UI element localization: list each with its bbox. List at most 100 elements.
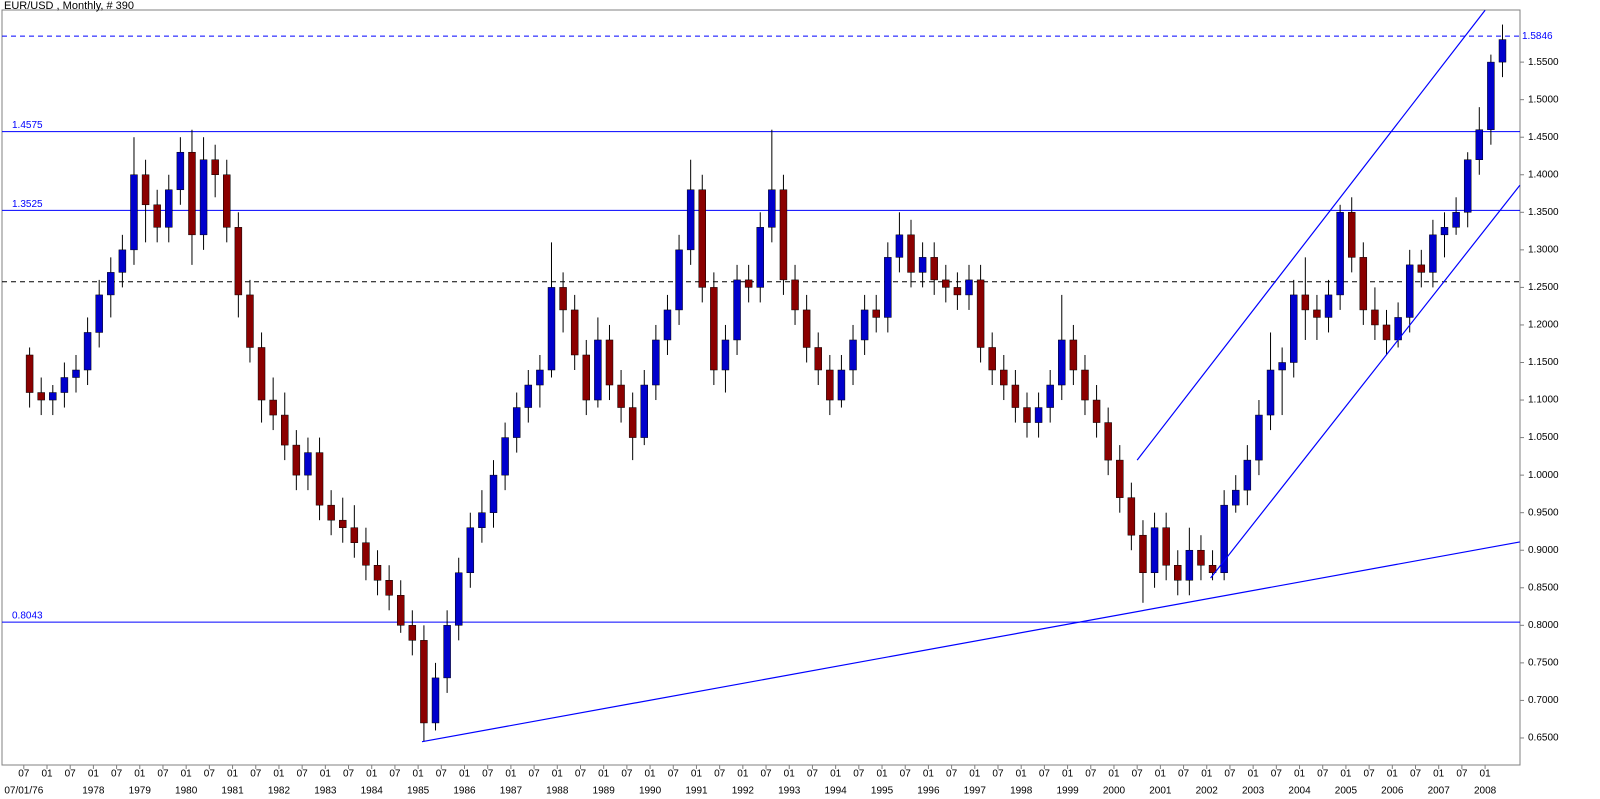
x-year-label: 1996 (917, 786, 940, 797)
candle-body (420, 640, 428, 724)
candle-body (1371, 309, 1379, 326)
x-year-label: 1989 (593, 786, 616, 797)
x-tick-label: 01 (737, 769, 749, 780)
x-tick-label: 01 (1155, 769, 1167, 780)
y-tick-label: 1.2000 (1528, 320, 1559, 331)
candle-body (281, 414, 289, 446)
y-tick-label: 1.1000 (1528, 395, 1559, 406)
x-tick-label: 01 (598, 769, 610, 780)
x-tick-label: 07 (529, 769, 541, 780)
candle-body (165, 189, 173, 228)
x-year-label: 2007 (1428, 786, 1451, 797)
x-tick-label: 01 (88, 769, 100, 780)
x-tick-label: 07 (668, 769, 680, 780)
x-tick-label: 07 (204, 769, 216, 780)
candle-body (339, 519, 347, 528)
x-tick-label: 07 (1456, 769, 1468, 780)
candle-body (594, 339, 602, 401)
x-year-label: 2005 (1335, 786, 1358, 797)
x-tick-label: 07 (1410, 769, 1422, 780)
candle-body (1081, 369, 1089, 401)
x-tick-label: 01 (134, 769, 146, 780)
candle-body (617, 384, 625, 408)
y-tick-label: 1.3000 (1528, 244, 1559, 255)
candle-body (768, 189, 776, 228)
candle-body (1069, 339, 1078, 371)
candle-body (362, 542, 370, 566)
x-year-label: 1984 (361, 786, 384, 797)
y-tick-label: 1.4000 (1528, 169, 1559, 180)
candle-body (640, 384, 649, 438)
candle-body (60, 377, 69, 393)
x-tick-label: 01 (1387, 769, 1399, 780)
x-tick-label: 07 (1178, 769, 1190, 780)
x-tick-label: 01 (830, 769, 842, 780)
y-tick-label: 1.2500 (1528, 282, 1559, 293)
candle-body (1011, 384, 1020, 408)
x-tick-label: 01 (41, 769, 53, 780)
x-tick-label: 01 (969, 769, 981, 780)
x-year-label: 2006 (1381, 786, 1404, 797)
candle-body (605, 339, 614, 386)
x-tick-label: 07 (714, 769, 726, 780)
candle-body (188, 151, 196, 236)
x-tick-label: 01 (1294, 769, 1306, 780)
candle-body (976, 279, 985, 348)
candle-body (512, 407, 521, 438)
candle-body (1000, 369, 1008, 386)
candle-body (431, 677, 440, 724)
x-tick-label: 07 (436, 769, 448, 780)
x-tick-label: 07 (1271, 769, 1283, 780)
candle-body (1266, 369, 1275, 416)
x-tick-label: 07 (1085, 769, 1097, 780)
candle-body (1290, 294, 1298, 363)
x-year-label: 1980 (175, 786, 198, 797)
candle-body (1452, 212, 1460, 228)
x-tick-label: 01 (923, 769, 935, 780)
x-tick-label: 01 (1062, 769, 1074, 780)
candle-body (1058, 339, 1066, 386)
x-tick-label: 01 (1340, 769, 1352, 780)
x-year-label: 2008 (1474, 786, 1497, 797)
x-year-label: 1979 (129, 786, 152, 797)
y-tick-label: 1.1500 (1528, 357, 1559, 368)
x-tick-label: 01 (227, 769, 239, 780)
x-tick-label: 01 (691, 769, 703, 780)
x-year-label: 1994 (825, 786, 848, 797)
candle-body (942, 279, 950, 288)
x-tick-label: 01 (459, 769, 471, 780)
x-year-label: 1992 (732, 786, 755, 797)
candle-body (176, 151, 185, 191)
x-year-label: 1995 (871, 786, 894, 797)
x-year-label: 2003 (1242, 786, 1265, 797)
x-tick-label: 01 (366, 769, 378, 780)
candle-body (965, 279, 973, 296)
x-tick-label: 01 (505, 769, 517, 780)
candle-body (756, 227, 764, 288)
x-tick-label: 07 (900, 769, 912, 780)
x-year-label: 1999 (1056, 786, 1079, 797)
x-year-label: 1982 (268, 786, 291, 797)
candle-body (327, 504, 335, 521)
x-year-label: 1998 (1010, 786, 1033, 797)
candle-body (698, 189, 706, 288)
candle-body (930, 257, 938, 281)
candle-body (1429, 234, 1437, 273)
x-tick-label: 07 (760, 769, 772, 780)
x-tick-label: 01 (320, 769, 332, 780)
candle-body (466, 527, 475, 574)
candle-body (1092, 399, 1101, 423)
x-tick-label: 07 (343, 769, 355, 780)
candle-body (373, 564, 382, 581)
x-tick-label: 07 (250, 769, 262, 780)
plot-frame (1, 9, 1521, 766)
candle-body (292, 444, 301, 476)
x-tick-label: 07 (621, 769, 633, 780)
x-tick-label: 07 (1132, 769, 1144, 780)
candle-body (849, 339, 857, 371)
y-tick-label: 0.9000 (1528, 545, 1559, 556)
y-tick-label: 1.0000 (1528, 470, 1559, 481)
candle-body (1463, 159, 1472, 213)
